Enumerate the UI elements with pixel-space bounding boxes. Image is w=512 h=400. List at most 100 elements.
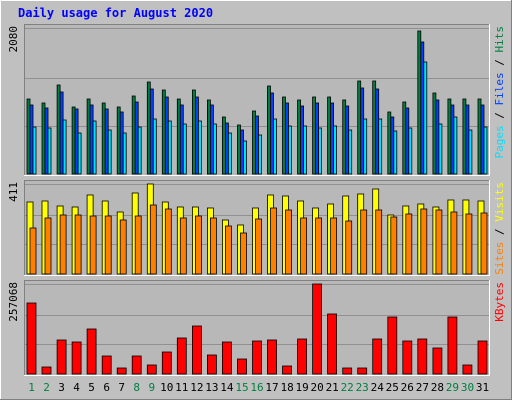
x-tick-label: 25 [386, 381, 399, 394]
bar-kbytes-day-25 [387, 316, 398, 375]
bar-pages-day-15 [243, 140, 247, 175]
x-tick-label: 18 [280, 381, 293, 394]
bar-sites-day-12 [194, 215, 202, 275]
bar-hits-day-3 [56, 84, 61, 175]
bar-hits-day-6 [101, 102, 106, 175]
bar-sites-day-26 [405, 213, 413, 275]
bar-pages-day-8 [137, 126, 142, 175]
bar-kbytes-day-9 [146, 364, 157, 375]
bar-sites-day-27 [420, 208, 428, 275]
bar-hits-day-15 [237, 124, 241, 175]
bar-files-day-16 [255, 115, 259, 175]
bar-pages-day-30 [468, 129, 473, 175]
bar-files-day-29 [450, 104, 455, 175]
bar-files-day-26 [405, 107, 410, 175]
bar-kbytes-day-15 [237, 358, 247, 375]
bar-hits-day-20 [312, 96, 317, 175]
bar-hits-day-28 [432, 92, 437, 175]
bar-sites-day-9 [149, 204, 157, 275]
y-axis-max-label: 2080 [7, 26, 20, 53]
bar-pages-day-12 [197, 120, 202, 175]
bar-pages-day-23 [363, 118, 368, 175]
bar-pages-day-10 [167, 120, 172, 175]
x-tick-label: 29 [446, 381, 459, 394]
bar-kbytes-day-17 [267, 339, 277, 375]
bar-sites-day-5 [89, 215, 97, 275]
chart-title: Daily usage for August 2020 [18, 6, 213, 20]
bar-files-day-18 [285, 102, 289, 175]
bar-kbytes-day-12 [191, 325, 202, 375]
bar-sites-day-29 [450, 211, 458, 275]
bar-kbytes-day-27 [417, 338, 428, 375]
x-axis-labels: 1 2 3 4 5 6 7 8 9 10 11 12 13 14 15 16 17 18 19 20 21 22 23 24 2… [28, 381, 489, 394]
bar-files-day-1 [29, 104, 34, 175]
x-tick-label: 16 [250, 381, 263, 394]
x-tick-label: 20 [310, 381, 323, 394]
bar-pages-day-2 [47, 127, 52, 175]
bar-files-day-23 [360, 87, 365, 175]
bar-hits-day-1 [26, 98, 31, 175]
y-axis-max-label: 411 [7, 182, 20, 202]
bar-sites-day-2 [44, 217, 52, 275]
bar-hits-day-9 [146, 81, 151, 175]
bar-kbytes-day-26 [402, 340, 413, 375]
x-tick-label: 7 [118, 381, 125, 394]
bar-kbytes-day-4 [71, 341, 82, 375]
bar-hits-day-10 [161, 89, 166, 175]
bar-files-day-10 [164, 96, 169, 175]
bar-kbytes-day-7 [116, 367, 127, 375]
bar-kbytes-day-29 [447, 316, 458, 375]
bar-hits-day-17 [267, 85, 271, 175]
bar-kbytes-day-31 [477, 340, 488, 375]
bar-sites-day-28 [435, 209, 443, 275]
bar-hits-day-26 [402, 101, 407, 175]
x-tick-label: 19 [295, 381, 308, 394]
bar-kbytes-day-10 [161, 351, 172, 375]
bar-pages-day-24 [378, 118, 383, 175]
bar-kbytes-day-13 [206, 354, 217, 375]
x-tick-label: 4 [73, 381, 80, 394]
bar-sites-day-6 [104, 215, 112, 275]
legend-entry: Pages [493, 125, 506, 158]
bar-sites-day-30 [465, 213, 473, 275]
x-tick-label: 6 [103, 381, 110, 394]
bar-pages-day-17 [273, 118, 277, 175]
bar-files-day-2 [44, 107, 49, 175]
x-tick-label: 12 [190, 381, 203, 394]
bar-hits-day-2 [41, 102, 46, 175]
bar-sites-day-19 [300, 217, 308, 275]
bar-kbytes-day-30 [462, 364, 473, 375]
x-tick-label: 13 [205, 381, 218, 394]
bar-pages-day-11 [182, 123, 187, 175]
x-tick-label: 8 [133, 381, 140, 394]
bar-files-day-31 [480, 104, 485, 175]
bar-files-day-25 [390, 116, 395, 175]
bar-sites-day-22 [345, 220, 353, 275]
bar-sites-day-8 [134, 215, 142, 275]
bar-hits-day-29 [447, 98, 452, 175]
bar-pages-day-22 [348, 129, 353, 175]
x-tick-label: 23 [356, 381, 369, 394]
bar-hits-day-16 [252, 110, 256, 175]
bar-hits-day-14 [221, 116, 226, 175]
bar-hits-day-21 [327, 96, 332, 175]
bar-hits-day-7 [116, 106, 121, 175]
bar-pages-day-26 [408, 127, 413, 175]
bar-kbytes-day-11 [176, 337, 187, 375]
x-tick-label: 1 [28, 381, 35, 394]
bar-kbytes-day-19 [297, 338, 308, 375]
bar-hits-day-24 [372, 80, 377, 175]
bar-kbytes-day-18 [282, 365, 292, 375]
x-tick-label: 28 [431, 381, 444, 394]
bar-sites-day-31 [480, 212, 488, 275]
bar-pages-day-6 [107, 129, 112, 175]
bar-pages-day-9 [152, 118, 157, 175]
bar-kbytes-day-3 [56, 339, 67, 375]
bar-pages-day-31 [483, 126, 488, 175]
bar-pages-day-19 [303, 125, 308, 175]
x-tick-label: 3 [58, 381, 65, 394]
bar-hits-day-31 [477, 98, 482, 175]
visits_panel: 411 Sites / Visits [7, 180, 506, 276]
bar-kbytes-day-24 [372, 338, 383, 375]
bar-kbytes-day-8 [131, 355, 142, 375]
